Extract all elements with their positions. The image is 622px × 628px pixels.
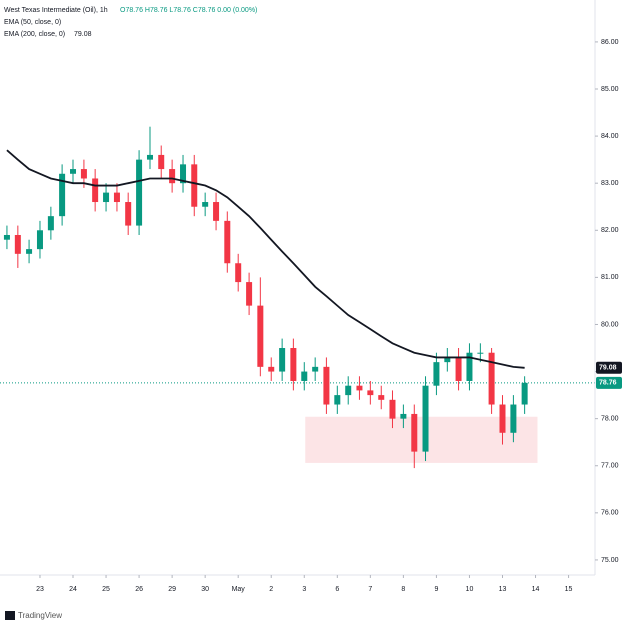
candle-body bbox=[224, 220, 231, 264]
y-tick-label: 84.00 bbox=[601, 133, 619, 140]
candle-body bbox=[312, 366, 319, 372]
x-tick-label: 23 bbox=[36, 586, 44, 593]
y-tick-label: 81.00 bbox=[601, 274, 619, 281]
x-tick-label: 25 bbox=[102, 586, 110, 593]
x-tick-label: 14 bbox=[532, 586, 540, 593]
indicator-label: EMA (200, close, 0) bbox=[4, 31, 65, 38]
candle-body bbox=[202, 202, 209, 207]
x-tick-label: 29 bbox=[168, 586, 176, 593]
candle-body bbox=[70, 169, 77, 174]
y-tick-label: 80.00 bbox=[601, 321, 619, 328]
candle-body bbox=[268, 366, 275, 372]
candle-body bbox=[444, 357, 451, 363]
candle-body bbox=[92, 178, 99, 203]
x-tick-label: 10 bbox=[466, 586, 474, 593]
candle-body bbox=[290, 348, 297, 381]
candle-body bbox=[180, 164, 187, 184]
x-tick-label: 30 bbox=[201, 586, 209, 593]
indicator-label: EMA (50, close, 0) bbox=[4, 19, 61, 26]
candle-body bbox=[301, 371, 308, 381]
candle-body bbox=[345, 385, 352, 396]
candle-body bbox=[146, 154, 153, 160]
candle-body bbox=[521, 382, 528, 405]
y-tick-label: 77.00 bbox=[601, 463, 619, 470]
x-tick-label: 15 bbox=[565, 586, 573, 593]
candle-body bbox=[191, 164, 198, 207]
candle-body bbox=[477, 352, 484, 354]
x-tick-label: 24 bbox=[69, 586, 77, 593]
price-tag bbox=[596, 361, 622, 374]
y-tick-label: 78.00 bbox=[601, 415, 619, 422]
candle-body bbox=[246, 282, 253, 306]
y-tick-label: 76.00 bbox=[601, 510, 619, 517]
y-tick-label: 86.00 bbox=[601, 39, 619, 46]
candle-body bbox=[47, 216, 54, 231]
candle-body bbox=[257, 305, 264, 367]
indicator-value: 79.08 bbox=[74, 31, 92, 38]
candle-body bbox=[3, 234, 10, 240]
candle-body bbox=[411, 413, 418, 452]
candle-body bbox=[422, 385, 429, 452]
candle-body bbox=[279, 348, 286, 372]
candle-body bbox=[510, 404, 517, 433]
price-zone bbox=[305, 416, 538, 463]
candle-body bbox=[378, 395, 385, 400]
price-tag-label: 78.76 bbox=[599, 380, 617, 387]
candle-body bbox=[466, 352, 473, 381]
candle-body bbox=[433, 362, 440, 386]
y-tick-label: 82.00 bbox=[601, 227, 619, 234]
x-tick-label: 8 bbox=[401, 586, 405, 593]
logo-icon bbox=[5, 611, 15, 620]
candle-body bbox=[455, 357, 462, 381]
x-tick-label: 13 bbox=[499, 586, 507, 593]
price-tag bbox=[596, 376, 622, 389]
x-tick-label: 7 bbox=[368, 586, 372, 593]
y-tick-label: 83.00 bbox=[601, 180, 619, 187]
candle-body bbox=[499, 404, 506, 433]
candle-body bbox=[356, 385, 363, 391]
candle-body bbox=[400, 413, 407, 419]
candle-body bbox=[367, 390, 374, 396]
candle-body bbox=[14, 234, 21, 254]
candle-body bbox=[59, 173, 66, 217]
candle-body bbox=[103, 192, 110, 203]
candle-body bbox=[323, 366, 330, 405]
candle-body bbox=[334, 395, 341, 405]
ema-line bbox=[6, 149, 525, 369]
ohlc-readout: O78.76 H78.76 L78.76 C78.76 0.00 (0.00%) bbox=[120, 7, 257, 14]
price-tag-label: 79.08 bbox=[599, 365, 617, 372]
x-tick-label: May bbox=[232, 586, 246, 593]
x-tick-label: 2 bbox=[269, 586, 273, 593]
candle-body bbox=[488, 352, 495, 405]
candle-body bbox=[80, 169, 87, 179]
candle-body bbox=[235, 263, 242, 283]
candle-body bbox=[136, 159, 143, 226]
x-tick-label: 26 bbox=[135, 586, 143, 593]
y-tick-label: 85.00 bbox=[601, 86, 619, 93]
symbol-title: West Texas Intermediate (Oil), 1h bbox=[4, 7, 108, 14]
candle-body bbox=[125, 202, 132, 226]
plot-area bbox=[0, 126, 595, 469]
candle-body bbox=[158, 154, 165, 170]
candle-body bbox=[213, 202, 220, 221]
candle-body bbox=[389, 399, 396, 419]
candle-body bbox=[169, 169, 176, 184]
candle-body bbox=[36, 230, 43, 250]
candle-body bbox=[113, 192, 120, 203]
candle-body bbox=[26, 249, 33, 254]
x-tick-label: 6 bbox=[335, 586, 339, 593]
x-tick-label: 9 bbox=[434, 586, 438, 593]
logo-text: TradingView bbox=[18, 611, 62, 620]
x-tick-label: 3 bbox=[302, 586, 306, 593]
y-tick-label: 75.00 bbox=[601, 557, 619, 564]
